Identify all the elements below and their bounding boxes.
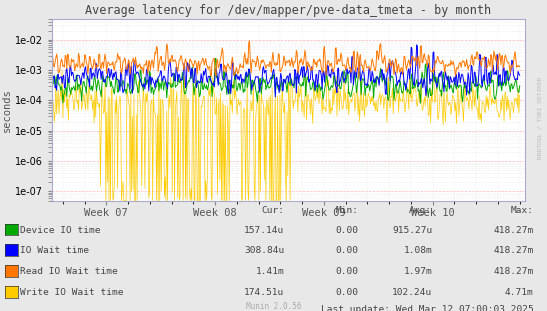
Title: Average latency for /dev/mapper/pve-data_tmeta - by month: Average latency for /dev/mapper/pve-data… — [85, 4, 492, 17]
Text: Device IO time: Device IO time — [20, 226, 101, 234]
Text: 915.27u: 915.27u — [392, 226, 432, 234]
Text: Max:: Max: — [510, 206, 533, 215]
Text: 157.14u: 157.14u — [244, 226, 284, 234]
Text: 1.41m: 1.41m — [255, 267, 284, 276]
Text: 418.27m: 418.27m — [493, 226, 533, 234]
Text: 0.00: 0.00 — [335, 226, 358, 234]
Text: 1.08m: 1.08m — [403, 247, 432, 255]
Text: 174.51u: 174.51u — [244, 288, 284, 297]
Text: 4.71m: 4.71m — [504, 288, 533, 297]
Text: 418.27m: 418.27m — [493, 267, 533, 276]
Text: 308.84u: 308.84u — [244, 247, 284, 255]
Text: 0.00: 0.00 — [335, 288, 358, 297]
Text: 0.00: 0.00 — [335, 267, 358, 276]
Text: 0.00: 0.00 — [335, 247, 358, 255]
Text: Write IO Wait time: Write IO Wait time — [20, 288, 124, 297]
Text: 102.24u: 102.24u — [392, 288, 432, 297]
Text: Read IO Wait time: Read IO Wait time — [20, 267, 118, 276]
Text: Min:: Min: — [335, 206, 358, 215]
Text: Munin 2.0.56: Munin 2.0.56 — [246, 302, 301, 311]
Text: Cur:: Cur: — [261, 206, 284, 215]
Text: 1.97m: 1.97m — [403, 267, 432, 276]
Text: IO Wait time: IO Wait time — [20, 247, 89, 255]
Text: Avg:: Avg: — [409, 206, 432, 215]
Y-axis label: seconds: seconds — [2, 88, 12, 132]
Text: 418.27m: 418.27m — [493, 247, 533, 255]
Text: Last update: Wed Mar 12 07:00:03 2025: Last update: Wed Mar 12 07:00:03 2025 — [321, 304, 533, 311]
Text: RRDTOOL / TOBI OETIKER: RRDTOOL / TOBI OETIKER — [538, 77, 543, 160]
